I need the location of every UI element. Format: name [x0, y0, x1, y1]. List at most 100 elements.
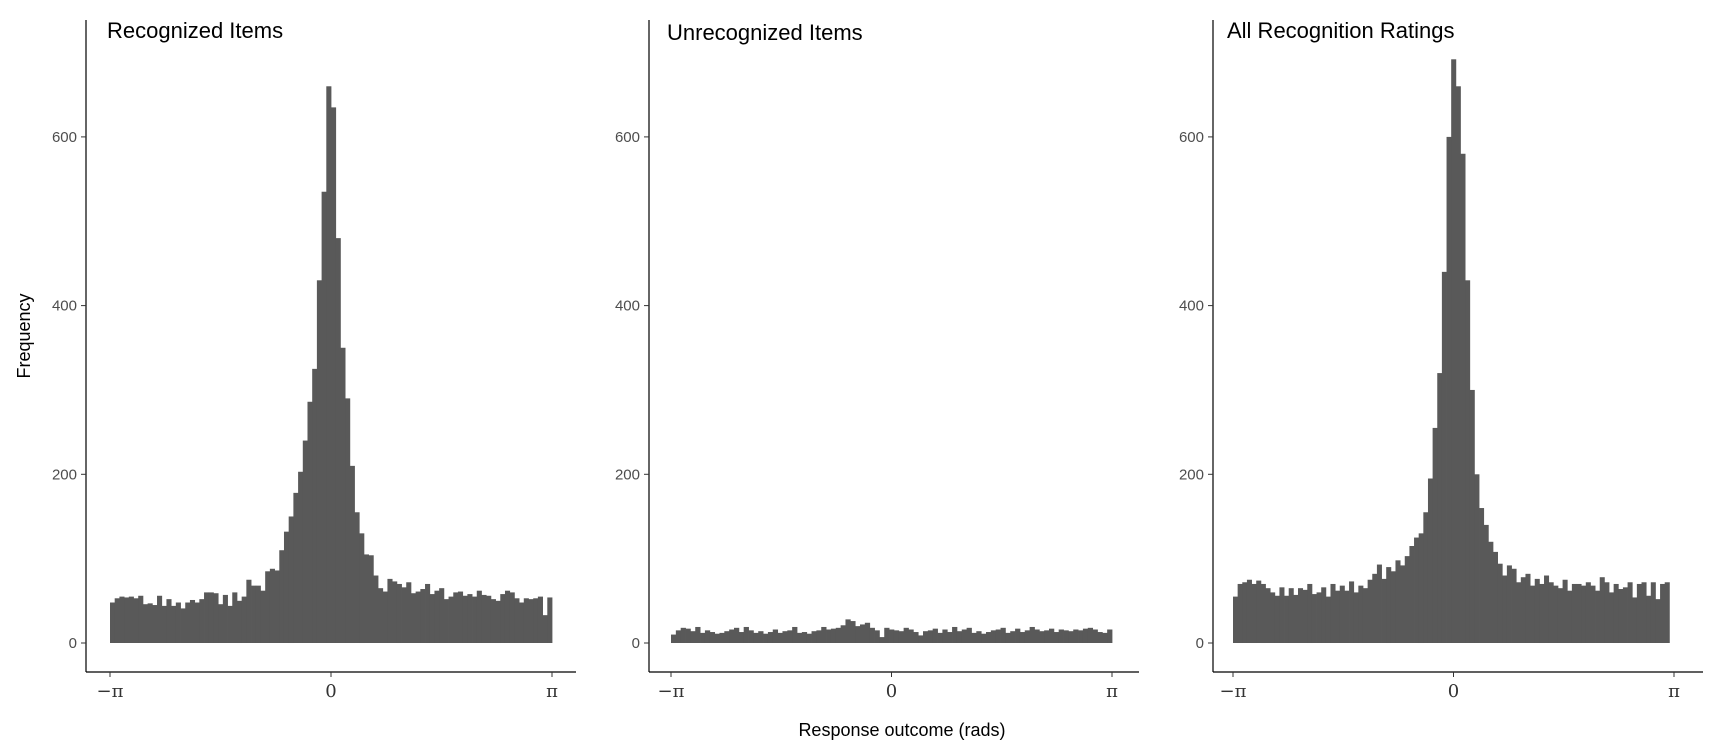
histogram-bar: [269, 568, 275, 643]
histogram-bar: [1469, 389, 1475, 643]
histogram-bar: [523, 598, 529, 643]
histogram-bar: [171, 605, 177, 643]
histogram-bar: [1474, 474, 1480, 643]
histogram-bar: [830, 628, 837, 643]
histogram-bar: [246, 579, 252, 643]
histogram-bar: [1092, 629, 1098, 643]
histogram-bar: [462, 595, 468, 643]
histogram-bar: [236, 600, 243, 644]
histogram-bar: [869, 627, 875, 643]
histogram-bar: [1293, 594, 1299, 643]
histogram-bar: [1102, 632, 1108, 643]
histogram-bar: [976, 631, 982, 643]
histogram-bar: [1627, 582, 1633, 643]
histogram-bar: [1274, 595, 1280, 643]
histogram-bar: [758, 631, 764, 643]
histogram-bar: [1335, 590, 1341, 643]
histogram-bar: [1376, 564, 1382, 643]
histogram-bar: [840, 625, 846, 643]
histogram-bar: [835, 627, 842, 643]
histogram-bar: [1622, 587, 1628, 643]
histogram-bar: [429, 594, 435, 643]
histogram-bar: [1316, 592, 1322, 643]
x-tick-label: π: [1106, 681, 1118, 702]
y-tick-label: 400: [615, 298, 640, 315]
histogram-bar: [519, 602, 525, 643]
histogram-bar: [1302, 589, 1308, 643]
histogram-bar: [1609, 592, 1615, 643]
x-axis-label: Response outcome (rads): [798, 720, 1005, 740]
histogram-bar: [1372, 573, 1378, 643]
histogram-bar: [1544, 575, 1550, 643]
histogram-bar: [119, 596, 125, 643]
histogram-bar: [316, 280, 322, 643]
y-tick-label: 600: [52, 129, 77, 146]
histogram-bar: [1068, 631, 1074, 643]
y-tick-label: 0: [632, 635, 640, 652]
histogram-bar: [363, 554, 370, 643]
histogram-bar: [293, 492, 299, 643]
histogram-bar: [903, 627, 909, 643]
histogram-bar: [1082, 628, 1089, 643]
histogram-bar: [913, 632, 919, 643]
histogram-bar: [298, 471, 304, 643]
histogram-bar: [1562, 579, 1568, 643]
y-tick-label: 0: [1196, 635, 1204, 652]
histogram-bar: [1618, 589, 1624, 643]
histogram-bar: [396, 583, 402, 644]
histogram-bar: [199, 599, 205, 643]
histogram-bar: [1567, 590, 1573, 643]
histogram-bar: [918, 635, 924, 643]
x-tick-label: −π: [658, 681, 685, 702]
histogram-bar: [787, 630, 793, 643]
histogram-bar: [1460, 153, 1466, 643]
histogram-bar: [981, 633, 987, 643]
histogram-bar: [860, 624, 866, 643]
histogram-bar: [443, 599, 449, 643]
histogram-bar: [1432, 427, 1438, 643]
histogram-bar: [738, 632, 745, 643]
histogram-bar: [1251, 583, 1257, 644]
histogram-bar: [734, 627, 740, 643]
histogram-bar: [1516, 582, 1522, 643]
histogram-bar: [260, 590, 266, 643]
panel-title: All Recognition Ratings: [1227, 18, 1454, 43]
histogram-bar: [420, 589, 426, 643]
histogram-bar: [1325, 596, 1331, 643]
histogram-bars: [671, 619, 1113, 644]
histogram-bar: [1321, 587, 1327, 643]
histogram-bar: [373, 575, 379, 643]
histogram-bar: [1437, 373, 1443, 643]
histogram-bar: [194, 602, 200, 643]
histogram-bar: [467, 594, 473, 643]
histogram-bar: [1534, 578, 1540, 643]
histogram-bar: [180, 608, 186, 643]
histogram-bar: [947, 632, 953, 643]
histogram-bar: [1636, 583, 1642, 644]
histogram-bar: [1381, 578, 1387, 643]
histogram-bar: [1039, 631, 1045, 643]
histogram-bar: [1571, 583, 1577, 644]
histogram-bar: [1595, 590, 1601, 643]
histogram-bar: [1488, 541, 1494, 643]
y-tick-label: 400: [1179, 298, 1204, 315]
histogram-bar: [1367, 579, 1373, 643]
histogram-bar: [1307, 583, 1313, 644]
panel-title: Recognized Items: [107, 18, 283, 43]
histogram-bar: [1000, 627, 1006, 643]
chart-panel-1: Recognized Items 0 200 400 600 −π 0 π: [52, 18, 576, 702]
histogram-bar: [1034, 629, 1040, 643]
histogram-bar: [382, 591, 388, 643]
histogram-bar: [354, 512, 360, 643]
histogram-bar: [671, 634, 677, 644]
histogram-bar: [816, 630, 822, 643]
histogram-bar: [855, 626, 861, 643]
histogram-bar: [495, 600, 501, 644]
histogram-bar: [335, 238, 341, 643]
histogram-bar: [152, 605, 158, 643]
histogram-bar: [410, 593, 417, 643]
histogram-bar: [208, 592, 214, 643]
histogram-bar: [1358, 585, 1364, 643]
histogram-bar: [1641, 582, 1647, 643]
histogram-bar: [425, 583, 431, 644]
